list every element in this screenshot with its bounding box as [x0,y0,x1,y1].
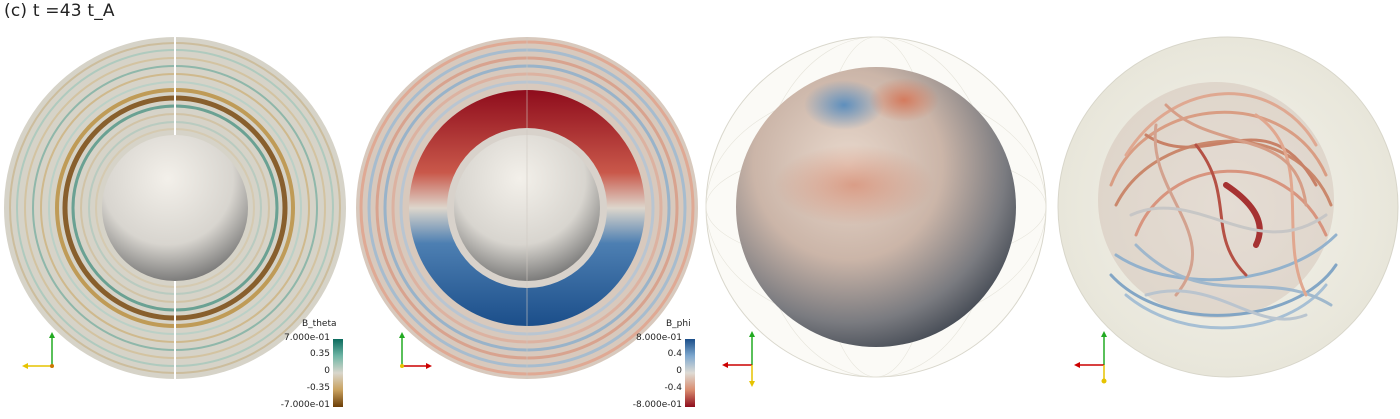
colorbar-title: B_theta [302,319,337,329]
figure-title: (c) t =43 t_A [4,1,115,21]
colorbar-tick: -8.000e-01 [632,400,682,410]
colorbar-tick: -0.4 [664,383,682,393]
colorbar-tick: 7.000e-01 [283,333,330,343]
orientation-axes-icon [1074,331,1107,384]
colorbar-tick: 8.000e-01 [635,333,682,343]
colorbar-tick: 0 [324,366,330,376]
colorbar-title: B_phi [666,319,691,329]
colorbar-tick: 0.4 [667,349,682,359]
colorbar-b-phi [685,339,695,407]
orientation-axes-icon [22,332,55,369]
panel-b-theta: B_theta 7.000e-01 0.35 0 -0.35 -7.000e-0… [0,35,350,419]
panel-surface-sphere [704,35,1054,419]
surface-sphere-render [705,36,1047,387]
panel-b-phi: B_phi 8.000e-01 0.4 0 -0.4 -8.000e-01 [352,35,702,419]
colorbar-b-theta [333,339,343,407]
colorbar-tick: 0.35 [309,349,330,359]
orientation-axes-icon [399,332,432,369]
colorbar-tick: 0 [676,366,682,376]
fieldlines-render [1057,36,1399,384]
colorbar-tick: -7.000e-01 [280,400,330,410]
b-theta-disc [4,37,346,379]
colorbar-tick: -0.35 [306,383,330,393]
b-phi-disc [356,37,698,379]
orientation-axes-icon [722,331,755,387]
panel-fieldlines [1056,35,1400,419]
